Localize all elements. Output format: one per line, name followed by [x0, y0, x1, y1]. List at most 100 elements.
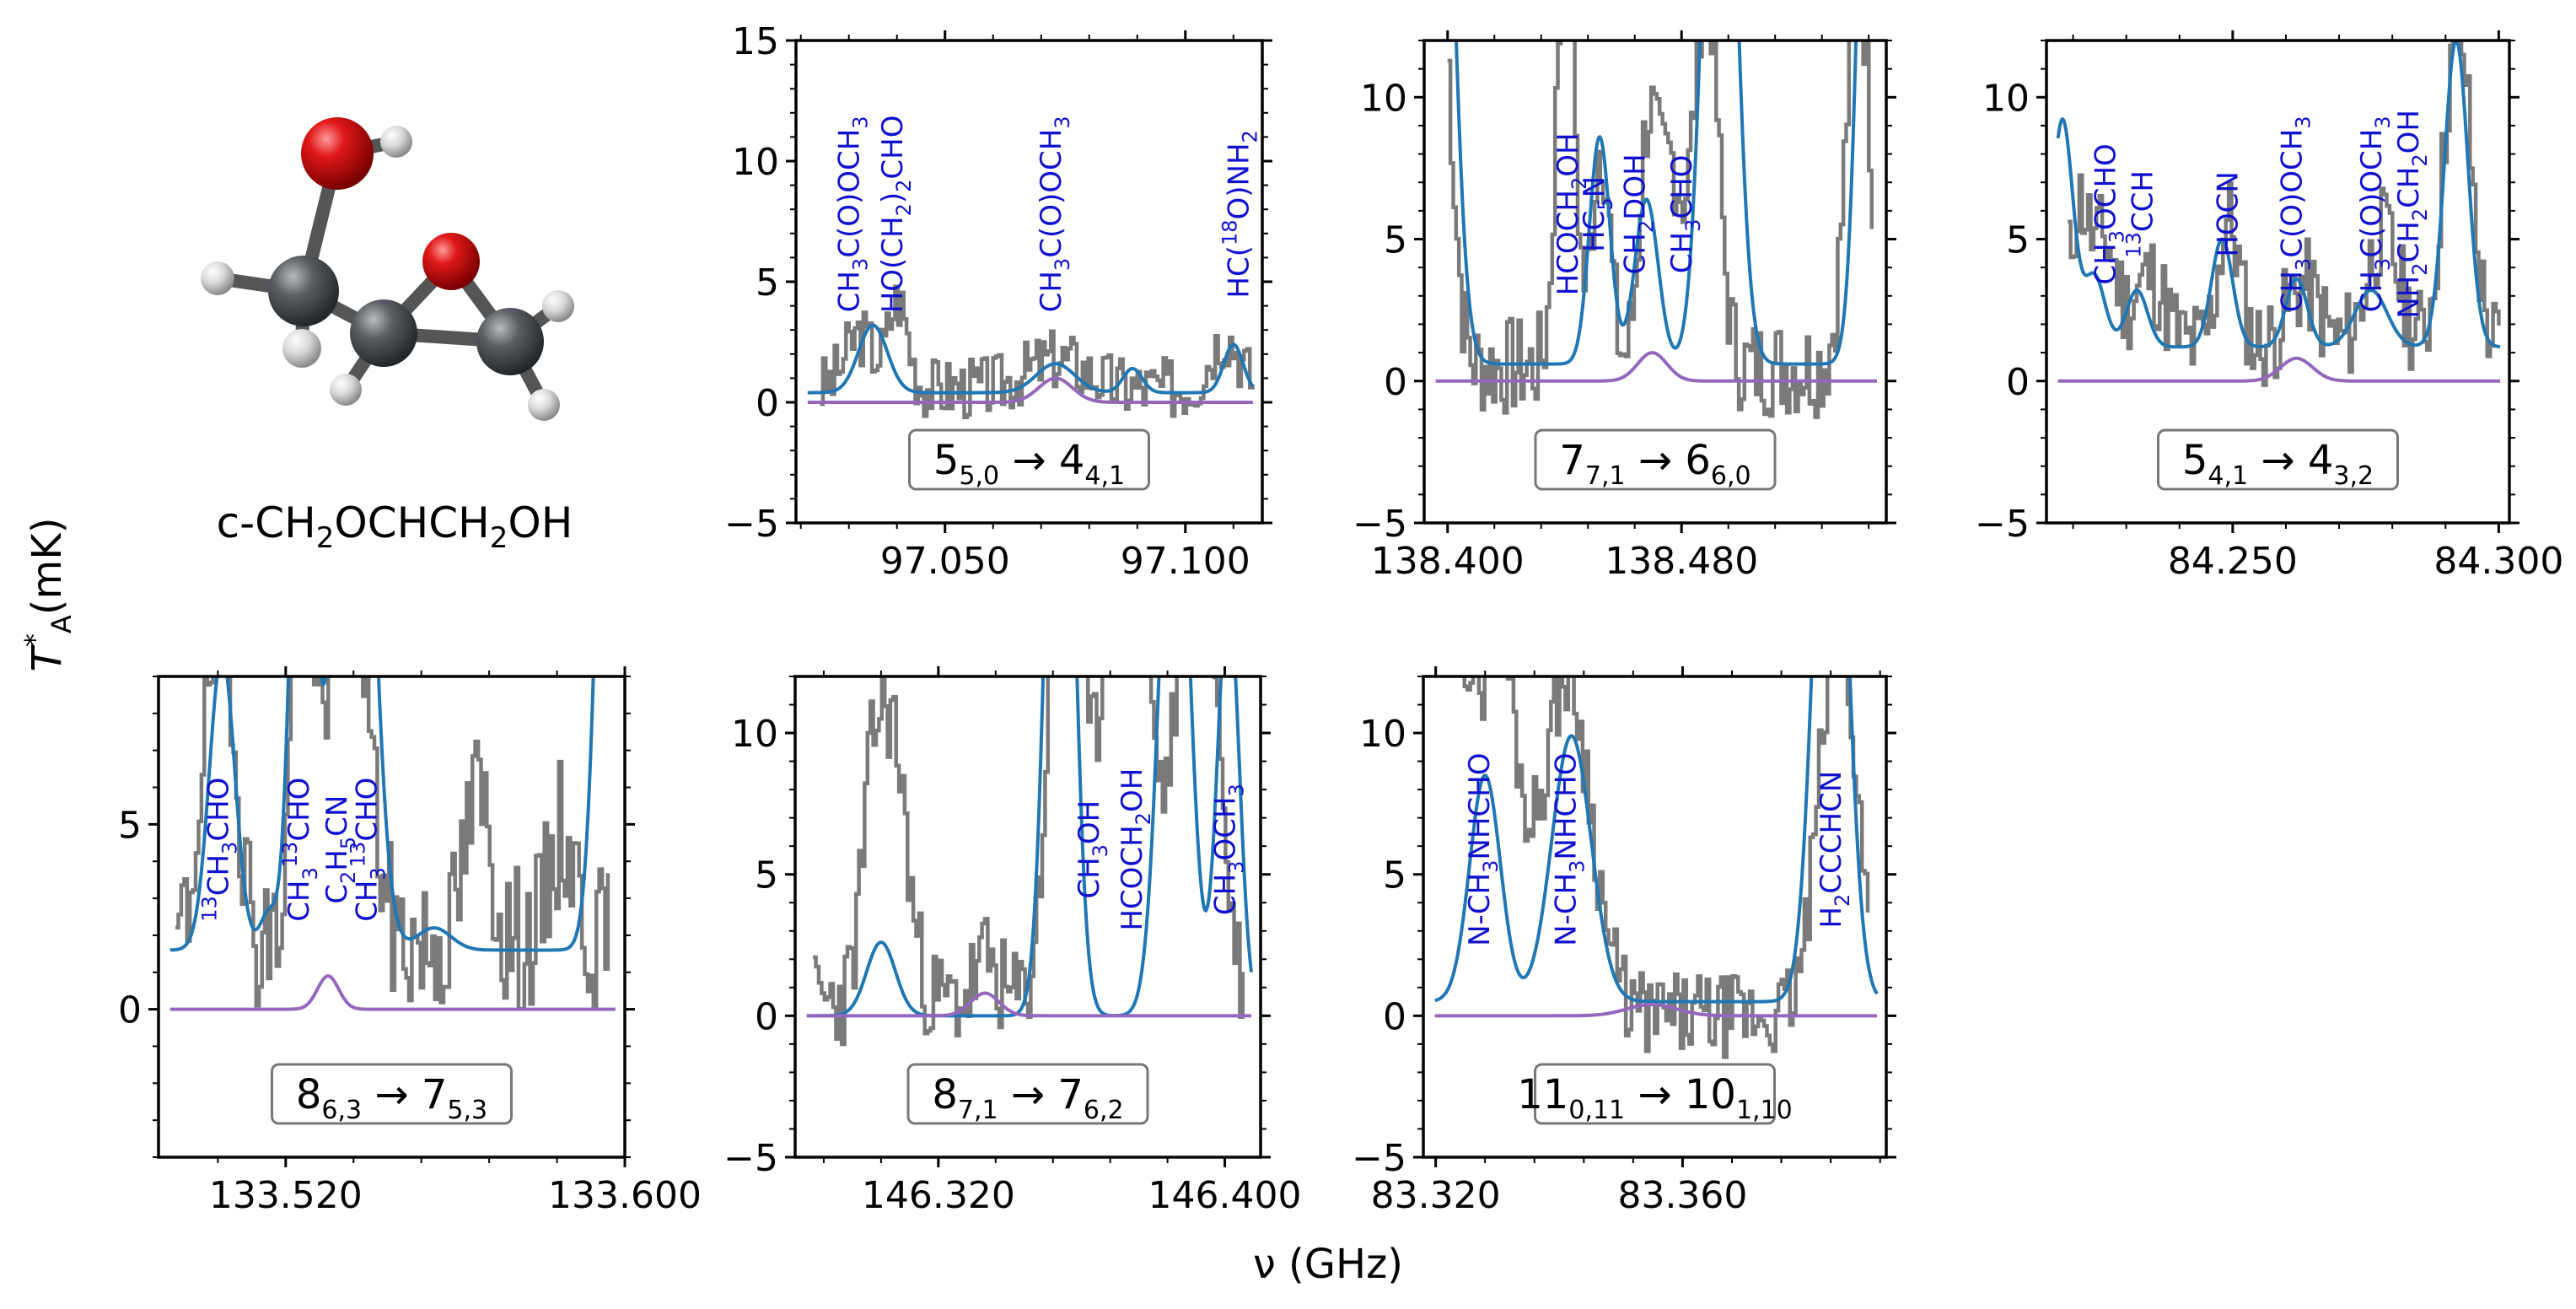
- transition-label: 86,3 → 75,3: [271, 1063, 513, 1125]
- lte-model: [169, 974, 616, 1011]
- axes-frame: [1422, 39, 1888, 525]
- x-tick-label: 83.320: [1371, 1174, 1501, 1217]
- species-label: 13CCH: [2122, 170, 2160, 258]
- observed-spectrum: [1462, 676, 1870, 1059]
- species-label: CH3C(O)OCH3: [833, 116, 873, 312]
- y-tick-label: 5: [1383, 854, 1406, 897]
- y-tick-label: 10: [1360, 77, 1407, 120]
- species-label: 13CH3CHO: [197, 778, 241, 922]
- species-label: CH3C(O)OCH3: [1035, 116, 1074, 312]
- hydrogen-atom: [528, 389, 560, 421]
- x-tick-label: 83.360: [1617, 1174, 1747, 1217]
- axes-frame: [1422, 675, 1888, 1159]
- svg-text:86,3 → 75,3: 86,3 → 75,3: [296, 1071, 487, 1125]
- x-tick-label: 133.600: [548, 1174, 702, 1217]
- species-label: N-CH3NHCHO: [1549, 753, 1589, 946]
- x-tick-label: 97.100: [1121, 540, 1250, 583]
- y-tick-label: −5: [724, 503, 779, 546]
- transition-label: 77,1 → 66,0: [1534, 428, 1777, 491]
- y-tick-label: 0: [118, 989, 142, 1032]
- x-tick-label: 138.400: [1371, 540, 1525, 583]
- y-tick-label: −5: [723, 1137, 778, 1180]
- species-label: CH313CHO: [346, 778, 390, 922]
- x-tick-label: 146.320: [862, 1174, 1015, 1217]
- species-label: HOCN: [2212, 171, 2245, 257]
- transition-label: 55,0 → 44,1: [908, 428, 1150, 491]
- lte-model: [807, 376, 1253, 404]
- axes-frame: [2045, 39, 2511, 525]
- species-label: N-CH3NHCHO: [1463, 753, 1503, 946]
- y-tick-label: −5: [1353, 503, 1407, 546]
- species-label: CH2DOH: [1619, 154, 1659, 274]
- y-tick-label: 10: [1982, 77, 2030, 120]
- carbon-atom: [476, 308, 544, 375]
- axes-frame: [793, 675, 1262, 1159]
- species-label: HO(CH2)2CHO: [876, 115, 916, 313]
- lte-model: [806, 991, 1251, 1018]
- y-tick-label: 0: [1383, 995, 1406, 1038]
- species-label: HCOCH2OH: [1552, 132, 1591, 295]
- observed-spectrum: [175, 676, 610, 1011]
- hydrogen-atom: [542, 290, 574, 322]
- svg-text:87,1 → 76,2: 87,1 → 76,2: [932, 1071, 1123, 1125]
- y-tick-label: 5: [756, 261, 779, 304]
- x-tick-label: 146.400: [1148, 1174, 1302, 1217]
- y-tick-label: −5: [1975, 503, 2030, 546]
- x-tick-label: 97.050: [880, 540, 1010, 583]
- y-tick-label: 10: [731, 713, 778, 756]
- transition-label: 87,1 → 76,2: [906, 1063, 1149, 1125]
- y-tick-label: 10: [1359, 713, 1406, 756]
- species-label: H2CCCHCN: [1815, 771, 1854, 929]
- species-label: CH3C(O)OCH3: [2355, 116, 2395, 312]
- svg-text:55,0 → 44,1: 55,0 → 44,1: [933, 437, 1125, 491]
- y-axis-label: T*A(mK): [19, 518, 78, 672]
- axes-frame: [157, 675, 627, 1159]
- model-spectrum: [2056, 40, 2501, 349]
- observed-spectrum: [1447, 40, 1874, 419]
- x-axis-label: ν (GHz): [1253, 1241, 1403, 1288]
- species-label: C2H5CN: [320, 795, 360, 904]
- y-tick-label: 10: [732, 141, 779, 184]
- transition-label: 110,11 → 101,10: [1517, 1063, 1793, 1125]
- y-tick-label: 15: [732, 20, 779, 63]
- hydrogen-atom: [282, 329, 321, 368]
- y-tick-label: 0: [2006, 361, 2030, 404]
- species-label: CH313CHO: [278, 778, 322, 922]
- model-spectrum: [1434, 676, 1879, 1004]
- y-tick-label: 5: [2006, 219, 2030, 262]
- species-label: HC(18O)NH2: [1218, 130, 1262, 298]
- svg-text:110,11 → 101,10: 110,11 → 101,10: [1517, 1071, 1792, 1125]
- lte-model: [1435, 351, 1877, 383]
- hydrogen-atom: [201, 261, 234, 295]
- x-tick-label: 84.250: [2168, 540, 2298, 583]
- panel-6: N-CH3NHCHO N-CH3NHCHO H2CCCHCN 110,11 → 101…: [1352, 666, 1896, 1217]
- model-spectrum: [1455, 40, 1858, 366]
- y-tick-label: −5: [1352, 1137, 1406, 1180]
- svg-text:54,1 → 43,2: 54,1 → 43,2: [2182, 437, 2374, 491]
- oxygen-atom: [422, 233, 480, 290]
- y-tick-label: 0: [755, 995, 778, 1038]
- species-label: NH2CH2CH2OH: [2392, 110, 2432, 319]
- model-spectrum: [169, 676, 595, 952]
- x-tick-label: 138.480: [1605, 540, 1758, 583]
- transition-label: 54,1 → 43,2: [2157, 428, 2399, 491]
- x-tick-label: 133.520: [209, 1174, 363, 1217]
- species-label: HCOCH2OH: [1116, 768, 1155, 931]
- x-tick-label: 84.300: [2433, 540, 2563, 583]
- y-tick-label: 0: [756, 382, 779, 425]
- species-label: CH3OCH3: [1209, 784, 1249, 915]
- y-tick-label: 5: [755, 854, 778, 897]
- species-label: CH3OH: [1073, 800, 1112, 899]
- lte-model: [2057, 356, 2500, 383]
- y-tick-label: 0: [1384, 361, 1407, 404]
- panel-1: CH3C(O)OCH3HO(CH2)2CHOCH3C(O)OCH3HC(18O)…: [724, 20, 1272, 583]
- species-label: CH3C(O)OCH3: [2275, 116, 2315, 312]
- observed-spectrum: [2068, 40, 2501, 387]
- oxygen-atom: [301, 117, 374, 190]
- hydrogen-atom: [380, 126, 412, 158]
